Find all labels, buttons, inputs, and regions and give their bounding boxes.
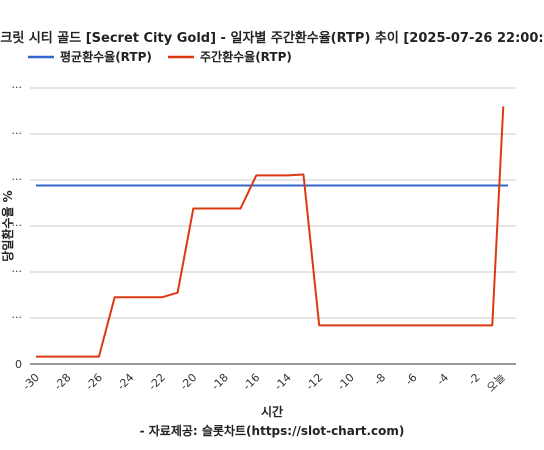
y-tick-label: ... [12,170,23,183]
y-tick-label: ... [12,78,23,91]
x-tick-label: -16 [240,371,262,393]
x-tick-label: -24 [115,371,137,393]
y-tick-label: 0 [15,358,22,371]
source-credit: - 자료제공: 슬롯차트(https://slot-chart.com) [140,423,405,438]
gridlines [30,87,516,365]
x-tick-label: -8 [371,371,388,388]
y-axis-ticks: 0.................. [12,78,23,371]
legend: 평균환수율(RTP) 주간환수율(RTP) [28,49,292,64]
x-tick-label: -14 [272,371,294,393]
x-tick-label: -28 [52,371,74,393]
x-axis-label: 시간 [261,404,283,419]
x-tick-label: -6 [403,371,420,388]
x-tick-label: 오늘 [484,371,508,395]
y-tick-label: ... [12,308,23,321]
x-tick-label: -20 [178,371,200,393]
y-tick-label: ... [12,216,23,229]
series-layer [36,106,508,358]
x-tick-label: -12 [303,371,325,393]
x-tick-label: -30 [20,371,42,393]
x-tick-label: -18 [209,371,231,393]
legend-label: 주간환수율(RTP) [200,49,292,64]
legend-label: 평균환수율(RTP) [60,49,152,64]
y-tick-label: ... [12,262,23,275]
series-line-1 [36,106,505,358]
x-axis-ticks: -30 -28 -26 -24 -22 -20 -18 -16 -14 -12 -10 -8 -6 -4-… [20,371,508,395]
x-tick-label: -2 [466,371,483,388]
x-tick-label: -10 [335,371,357,393]
chart-title: 시크릿 시티 골드 [Secret City Gold] - 일자별 주간환수율… [0,30,544,46]
x-tick-label: -26 [83,371,105,393]
x-tick-label: -4 [434,371,451,388]
y-tick-label: ... [12,124,23,137]
x-tick-label: -22 [146,371,168,393]
y-axis-label: 당일환수율 % [0,190,15,261]
